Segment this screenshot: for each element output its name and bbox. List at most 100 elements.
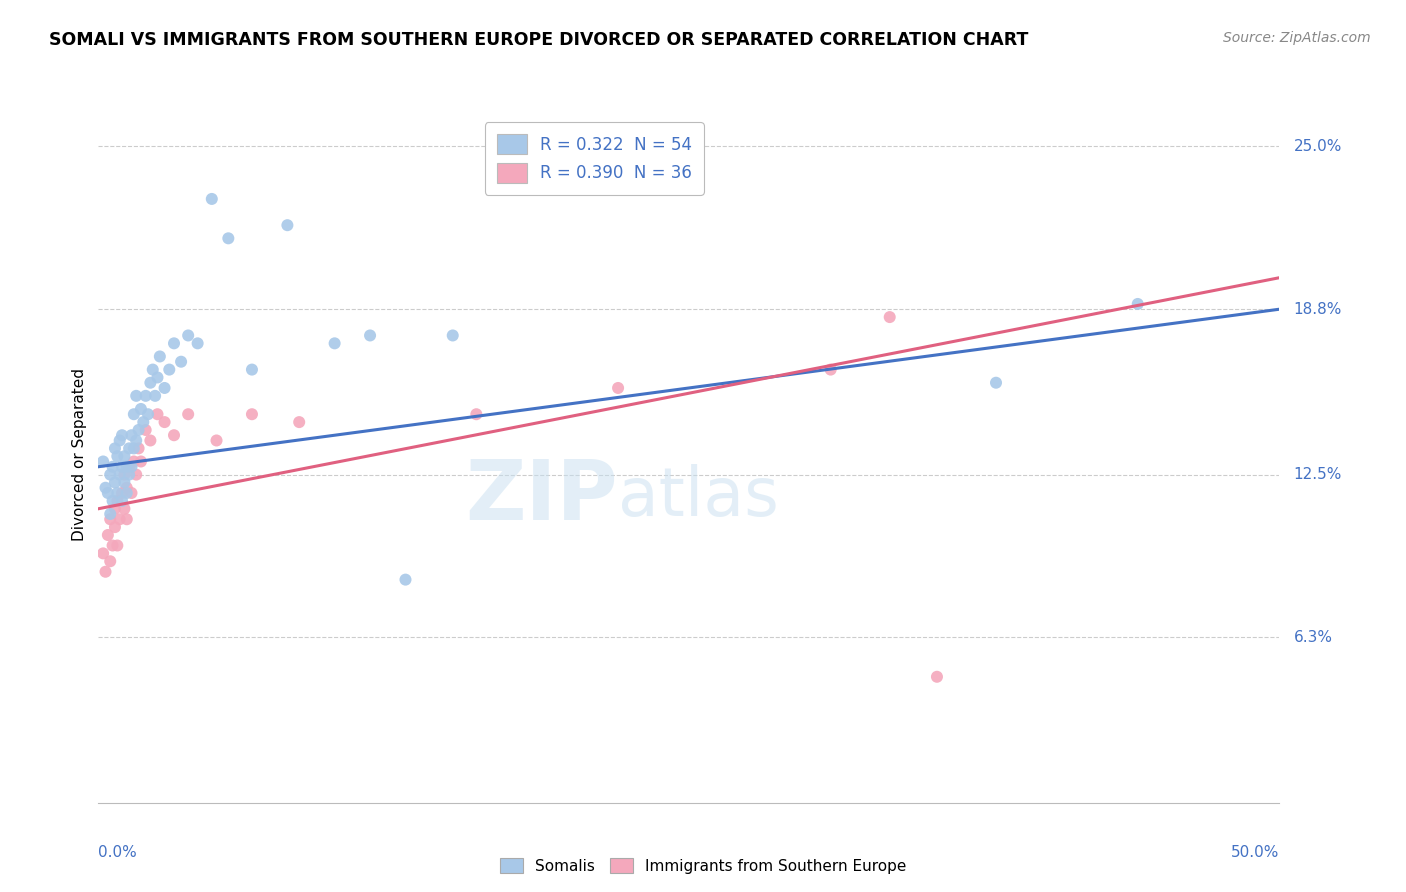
Point (139, 434, 162, 448)
Point (129, 401, 152, 416)
Point (97, 528, 120, 542)
Point (91, 546, 114, 560)
Point (441, 328, 464, 343)
Point (121, 459, 143, 474)
Point (111, 494, 134, 508)
Point (153, 381, 176, 395)
Point (104, 520, 127, 534)
Point (98, 512, 121, 526)
Point (115, 459, 138, 474)
Point (104, 475, 127, 490)
Point (394, 573, 416, 587)
Point (122, 442, 145, 456)
Point (132, 415, 155, 429)
Point (104, 501, 127, 516)
Point (925, 670, 948, 684)
Point (288, 415, 311, 429)
Point (112, 501, 135, 516)
Legend: R = 0.322  N = 54, R = 0.390  N = 36: R = 0.322 N = 54, R = 0.390 N = 36 (485, 122, 704, 194)
Point (125, 434, 148, 448)
Point (135, 389, 157, 403)
Point (170, 355, 193, 369)
Text: ZIP: ZIP (465, 456, 619, 537)
Point (465, 407, 488, 421)
Point (105, 449, 128, 463)
Point (105, 539, 128, 553)
Point (98, 554, 121, 568)
Point (323, 336, 346, 351)
Point (112, 467, 135, 482)
Point (240, 362, 263, 376)
Point (201, 192, 224, 206)
Point (205, 434, 228, 448)
Point (1126, 297, 1149, 311)
Point (128, 442, 150, 456)
Point (91, 454, 114, 468)
Point (111, 459, 134, 474)
Point (111, 428, 134, 442)
Point (149, 350, 172, 364)
Point (108, 512, 131, 526)
Point (111, 486, 134, 500)
Point (135, 423, 157, 437)
Text: 18.8%: 18.8% (1294, 301, 1341, 317)
Point (105, 494, 128, 508)
Point (125, 389, 148, 403)
Point (359, 328, 381, 343)
Point (118, 442, 141, 456)
Point (115, 512, 138, 526)
Point (104, 442, 127, 456)
Point (139, 376, 162, 390)
Point (101, 539, 124, 553)
Point (143, 389, 166, 403)
Point (187, 336, 209, 351)
Point (118, 459, 141, 474)
Point (153, 415, 176, 429)
Point (217, 231, 239, 245)
Text: SOMALI VS IMMIGRANTS FROM SOUTHERN EUROPE DIVORCED OR SEPARATED CORRELATION CHAR: SOMALI VS IMMIGRANTS FROM SOUTHERN EUROP… (49, 31, 1029, 49)
Point (115, 486, 138, 500)
Point (112, 449, 135, 463)
Point (157, 362, 180, 376)
Point (984, 376, 1007, 390)
Point (177, 328, 200, 343)
Point (125, 467, 148, 482)
Point (129, 454, 152, 468)
Point (276, 218, 298, 232)
Point (607, 381, 630, 395)
Point (879, 310, 901, 324)
Text: 6.3%: 6.3% (1294, 630, 1333, 645)
Point (122, 407, 145, 421)
Legend: Somalis, Immigrants from Southern Europe: Somalis, Immigrants from Southern Europe (494, 852, 912, 880)
Y-axis label: Divorced or Separated: Divorced or Separated (72, 368, 87, 541)
Point (108, 467, 131, 482)
Point (105, 486, 128, 500)
Text: 12.5%: 12.5% (1294, 467, 1341, 482)
Point (115, 481, 138, 495)
Point (94, 565, 117, 579)
Point (101, 494, 124, 508)
Text: 50.0%: 50.0% (1232, 845, 1279, 860)
Point (142, 362, 165, 376)
Point (146, 370, 169, 384)
Point (97, 486, 120, 500)
Point (118, 467, 141, 482)
Point (121, 486, 143, 500)
Text: 0.0%: 0.0% (98, 845, 138, 860)
Point (98, 507, 121, 521)
Point (112, 475, 135, 490)
Point (121, 428, 143, 442)
Point (240, 407, 263, 421)
Point (163, 336, 186, 351)
Point (101, 459, 124, 474)
Text: 25.0%: 25.0% (1294, 139, 1341, 154)
Point (94, 481, 117, 495)
Point (820, 362, 842, 376)
Point (98, 467, 121, 482)
Text: atlas: atlas (619, 464, 779, 530)
Point (163, 428, 186, 442)
Point (128, 423, 150, 437)
Point (177, 407, 200, 421)
Point (146, 407, 169, 421)
Point (136, 407, 159, 421)
